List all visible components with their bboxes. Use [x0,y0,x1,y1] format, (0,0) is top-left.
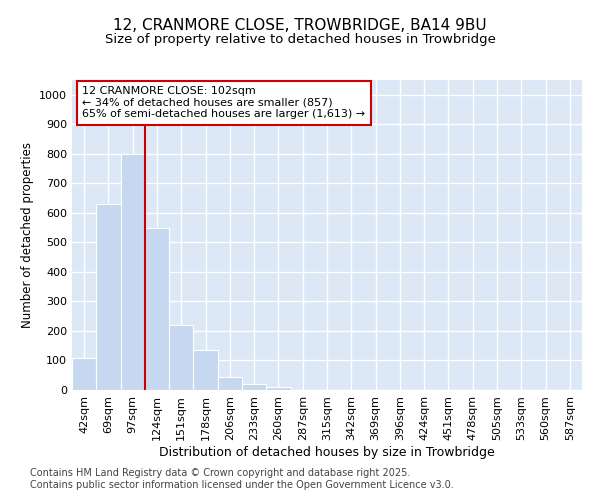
Bar [72,358,96,390]
Bar [96,204,121,390]
Bar [218,376,242,390]
Bar [121,154,145,390]
Bar [169,325,193,390]
Text: 12, CRANMORE CLOSE, TROWBRIDGE, BA14 9BU: 12, CRANMORE CLOSE, TROWBRIDGE, BA14 9BU [113,18,487,32]
Text: Size of property relative to detached houses in Trowbridge: Size of property relative to detached ho… [104,32,496,46]
Bar [193,350,218,390]
X-axis label: Distribution of detached houses by size in Trowbridge: Distribution of detached houses by size … [159,446,495,458]
Text: 12 CRANMORE CLOSE: 102sqm
← 34% of detached houses are smaller (857)
65% of semi: 12 CRANMORE CLOSE: 102sqm ← 34% of detac… [82,86,365,120]
Bar [242,384,266,390]
Y-axis label: Number of detached properties: Number of detached properties [20,142,34,328]
Text: Contains HM Land Registry data © Crown copyright and database right 2025.
Contai: Contains HM Land Registry data © Crown c… [30,468,454,490]
Bar [145,228,169,390]
Bar [266,387,290,390]
